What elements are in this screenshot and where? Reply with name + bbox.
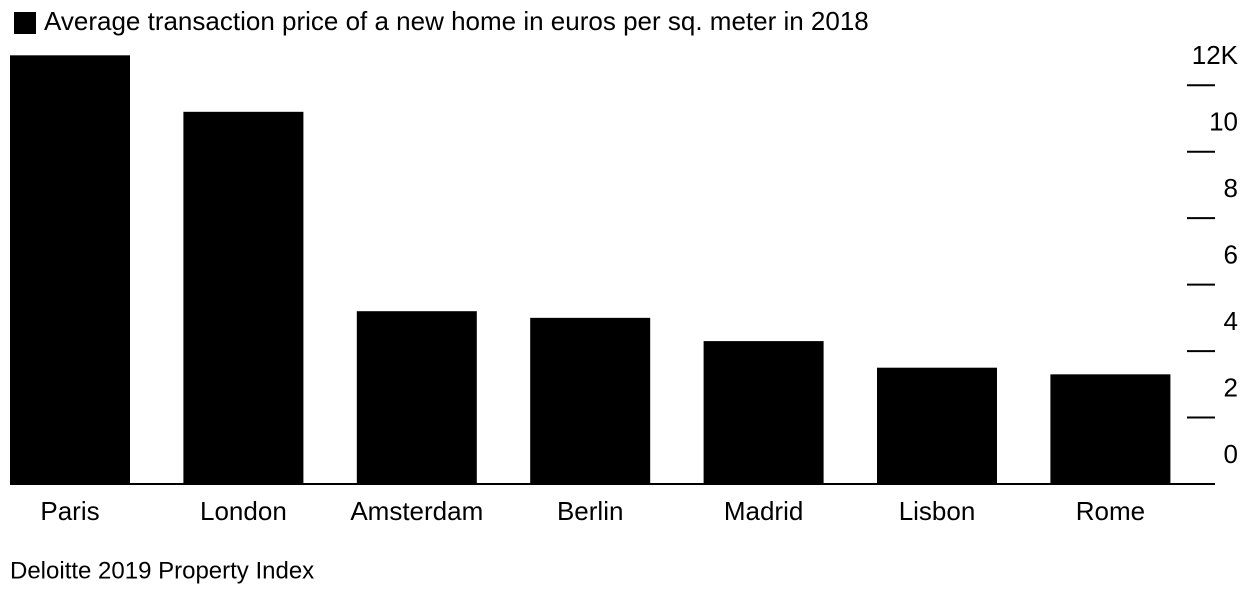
x-tick-label: Amsterdam: [350, 496, 483, 526]
y-tick-label: 4: [1224, 306, 1238, 336]
bar: [530, 317, 651, 484]
y-tick-label: 6: [1224, 239, 1238, 269]
y-tick-label: 0: [1224, 439, 1238, 469]
bar: [877, 367, 997, 484]
legend-label: Average transaction price of a new home …: [44, 6, 869, 36]
bar: [703, 341, 824, 484]
x-tick-label: Paris: [40, 496, 99, 526]
y-tick-label: 10: [1209, 107, 1238, 137]
bar: [1050, 374, 1171, 484]
x-tick-label: London: [200, 496, 287, 526]
x-tick-label: Madrid: [724, 496, 803, 526]
bar: [183, 111, 304, 485]
x-tick-label: Lisbon: [899, 496, 976, 526]
bar: [10, 55, 130, 484]
y-tick-label: 2: [1224, 372, 1238, 402]
x-tick-label: Rome: [1076, 496, 1145, 526]
x-tick-label: Berlin: [557, 496, 623, 526]
y-tick-label: 12K: [1192, 40, 1239, 70]
bar: [356, 311, 477, 484]
legend-swatch: [14, 12, 36, 34]
y-tick-label: 8: [1224, 173, 1238, 203]
source: Deloitte 2019 Property Index: [10, 557, 314, 584]
